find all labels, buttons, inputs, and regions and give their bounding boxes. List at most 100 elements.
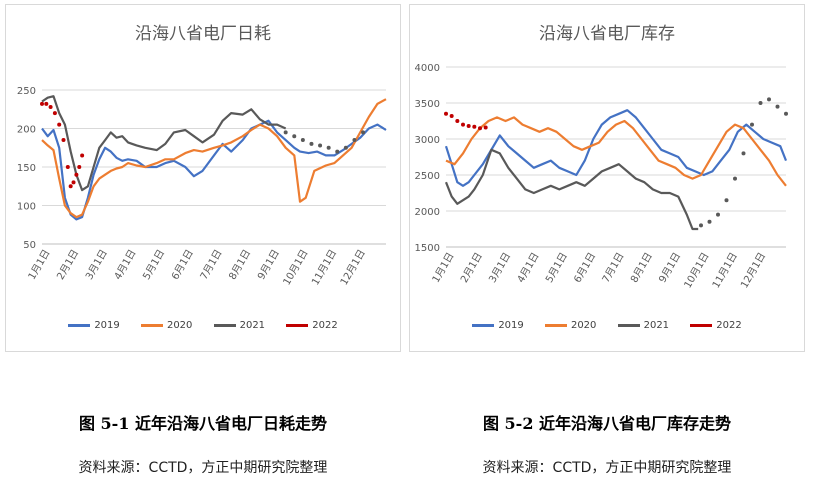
x-tick-label: 1月1日 — [430, 251, 457, 285]
series-2022-point — [61, 138, 66, 143]
series-2022-point — [68, 184, 73, 189]
series-2021-dots-point — [300, 138, 305, 143]
figure-caption-right: 图 5-2 近年沿海八省电厂库存走势 — [482, 414, 732, 433]
series-2021-dots-point — [361, 130, 366, 135]
x-tick-label: 8月1日 — [628, 250, 655, 284]
x-tick-label: 12月1日 — [738, 251, 768, 291]
y-tick-label: 150 — [17, 163, 36, 174]
x-tick-label: 8月1日 — [227, 248, 254, 282]
series-2020-line — [445, 116, 787, 187]
x-tick-label: 6月1日 — [169, 248, 196, 282]
series-2022-point — [466, 124, 471, 129]
series-2021-dots-point — [318, 143, 323, 148]
series-2021-dots-point — [335, 149, 340, 154]
legend-item-2020: 2020 — [544, 320, 596, 331]
series-2022-point — [461, 122, 465, 127]
series-2022-point — [455, 119, 460, 123]
legend-item-2022: 2022 — [286, 320, 338, 331]
series-2021-dots-point — [750, 122, 754, 127]
series-2021-dots-point — [352, 138, 357, 143]
x-tick-label: 4月1日 — [112, 248, 139, 282]
series-2021-dots-point — [775, 104, 780, 109]
series-2020-line — [41, 98, 387, 219]
legend-item-2020: 2020 — [140, 320, 192, 331]
x-tick-label: 4月1日 — [515, 251, 542, 285]
chart-title-left: 沿海八省电厂日耗 — [135, 24, 271, 44]
x-tick-label: 2月1日 — [458, 251, 485, 285]
x-tick-label: 3月1日 — [487, 251, 514, 285]
series-2021-dots-point — [707, 219, 712, 224]
legend-left: 2019 2020 2021 2022 — [6, 320, 400, 331]
x-tick-label: 10月1日 — [281, 248, 311, 288]
source-note-right: 资料来源：CCTD，方正中期研究院整理 — [482, 460, 732, 476]
y-tick-label: 50 — [23, 240, 36, 251]
series-2019-line — [444, 109, 788, 187]
x-tick-label: 6月1日 — [572, 251, 599, 285]
series-2021-dots-point — [716, 212, 720, 217]
x-tick-label: 12月1日 — [338, 248, 368, 288]
series-2022-point — [71, 180, 76, 185]
y-tick-label: 3000 — [415, 135, 440, 146]
series-2022-point — [444, 111, 448, 116]
series-2022-point — [48, 104, 53, 109]
series-2021-dots-point — [343, 145, 348, 150]
series-2021-dots-point — [733, 176, 737, 181]
figure-caption-left: 图 5-1 近年沿海八省电厂日耗走势 — [78, 414, 328, 433]
series-2021-line — [444, 148, 699, 231]
series-2022-point — [65, 165, 70, 169]
series-2022-point — [40, 101, 44, 106]
series-2022-point — [449, 113, 454, 118]
x-tick-label: 7月1日 — [198, 248, 225, 282]
legend-right: 2019 2020 2021 2022 — [410, 320, 804, 331]
x-tick-label: 7月1日 — [600, 251, 627, 285]
legend-item-2021: 2021 — [617, 320, 669, 331]
y-tick-label: 1500 — [415, 243, 440, 254]
series-2021-dots-point — [292, 134, 297, 139]
series-2022-point — [483, 125, 488, 130]
series-2021-dots-point — [283, 130, 288, 135]
series-2021-dots-point — [741, 151, 746, 156]
x-tick-label: 9月1日 — [255, 248, 282, 282]
x-tick-label: 5月1日 — [141, 248, 168, 282]
x-tick-label: 9月1日 — [657, 251, 684, 285]
series-2022-point — [77, 165, 82, 169]
series-2022-point — [80, 153, 85, 158]
series-2022-point — [44, 101, 49, 106]
y-tick-label: 2000 — [415, 207, 440, 218]
y-tick-label: 4000 — [415, 63, 440, 74]
series-2022-point — [478, 126, 482, 131]
y-tick-label: 250 — [17, 86, 36, 97]
series-2022-point — [472, 124, 477, 129]
series-2021-dots-point — [724, 198, 729, 203]
inventory-chart: 沿海八省电厂库存 1500 2000 2500 3000 3500 4000 1月1日 2月1… — [409, 4, 805, 352]
source-note-left: 资料来源：CCTD，方正中期研究院整理 — [78, 460, 328, 476]
legend-item-2019: 2019 — [472, 320, 524, 331]
y-tick-label: 3500 — [415, 99, 440, 110]
x-tick-label: 1月1日 — [26, 248, 53, 282]
series-2021-dots-point — [784, 111, 788, 116]
series-2021-dots-point — [309, 141, 314, 146]
series-2021-dots-point — [699, 223, 703, 228]
y-tick-label: 100 — [17, 202, 36, 213]
series-2022-point — [57, 122, 62, 127]
legend-item-2019: 2019 — [68, 320, 120, 331]
series-2022-point — [74, 172, 79, 177]
inventory-plot: 1500 2000 2500 3000 3500 4000 1月1日 2月1日 3月1日 4月1日… — [415, 63, 788, 291]
x-tick-label: 3月1日 — [83, 248, 110, 282]
daily-consumption-plot: 50 100 150 200 250 1月1日 2月1日 3月1日 4月1日 5月1日 6月1日 7月… — [17, 86, 387, 288]
series-2021-line — [41, 95, 287, 192]
legend-item-2021: 2021 — [213, 320, 265, 331]
x-tick-label: 5月1日 — [543, 251, 570, 285]
x-tick-label: 2月1日 — [55, 248, 82, 282]
chart-title-right: 沿海八省电厂库存 — [539, 24, 675, 44]
series-2021-dots-point — [767, 97, 771, 102]
legend-item-2022: 2022 — [690, 320, 742, 331]
series-2021-dots-point — [758, 101, 763, 105]
daily-consumption-chart: 沿海八省电厂日耗 50 100 150 200 250 1月1日 2月1日 3月1日 4月1日 5… — [5, 4, 401, 352]
series-2022-point — [52, 111, 57, 116]
series-2021-dots-point — [326, 145, 331, 150]
y-tick-label: 200 — [17, 125, 36, 136]
x-tick-label: 10月1日 — [682, 251, 712, 291]
y-tick-label: 2500 — [415, 171, 440, 182]
x-tick-label: 11月1日 — [710, 251, 740, 291]
